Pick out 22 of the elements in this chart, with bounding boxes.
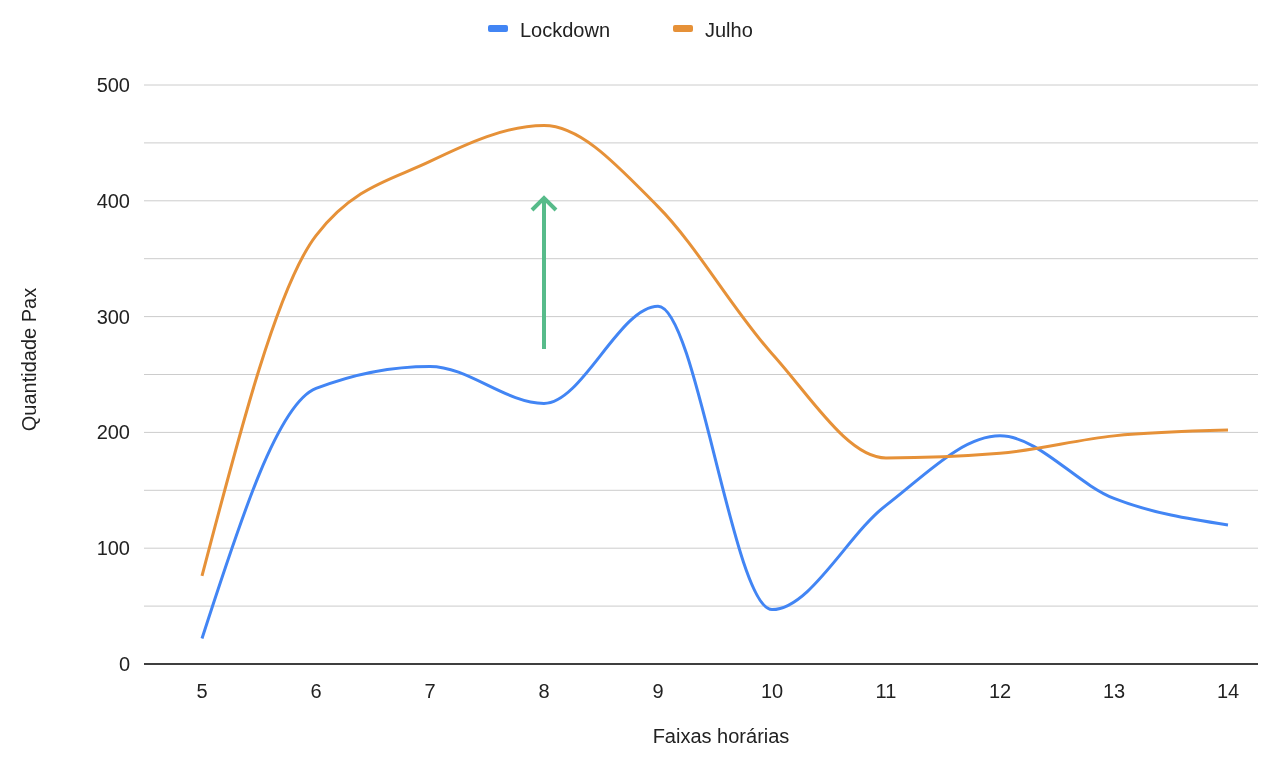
x-tick-label: 9 [652,680,664,702]
legend-label: Lockdown [520,19,611,41]
y-axis-title: Quantidade Pax [18,287,40,432]
x-axis-title: Faixas horárias [652,725,790,747]
x-tick-label: 14 [1216,680,1240,702]
x-tick-label: 6 [310,680,322,702]
line-series [200,304,1230,641]
x-tick-label: 10 [760,680,784,702]
x-tick-label: 12 [988,680,1012,702]
x-tick-label: 11 [875,680,897,702]
line-series [200,124,1230,578]
y-tick-label: 400 [96,189,130,212]
x-tick-label: 7 [424,680,436,702]
y-tick-label: 300 [96,305,130,328]
legend-label: Julho [705,19,753,41]
x-tick-label: 8 [538,680,550,702]
y-tick-label: 500 [96,74,130,96]
y-tick-label: 100 [96,537,130,560]
x-tick-label: 13 [1102,680,1126,702]
x-tick-label: 5 [196,680,208,702]
y-tick-label: 200 [96,421,130,444]
y-tick-label: 0 [118,653,130,675]
